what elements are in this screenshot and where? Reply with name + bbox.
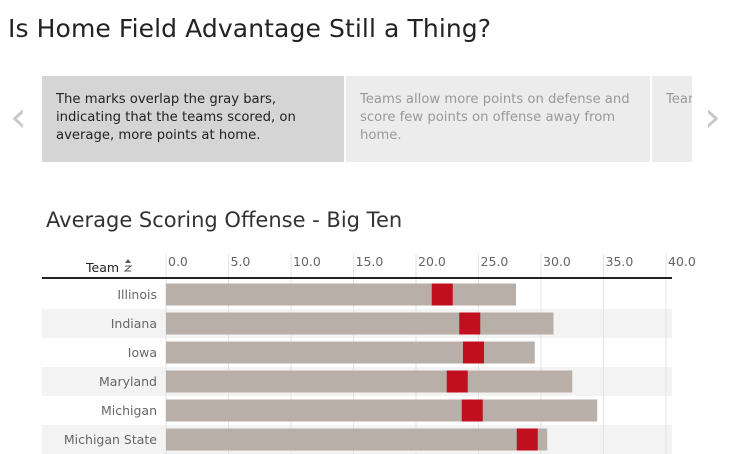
x-tick-label: 0.0 <box>168 254 188 269</box>
x-tick-label: 20.0 <box>418 254 446 269</box>
mark[interactable] <box>516 428 538 451</box>
category-label: Iowa <box>128 345 157 360</box>
category-label: Michigan <box>101 403 157 418</box>
scoring-offense-chart: 0.0 5.0 10.0 15.0 20.0 25.0 30.0 35.0 40.0 Team … <box>42 254 696 454</box>
story-point-1[interactable]: The marks overlap the gray bars, indicat… <box>42 76 344 162</box>
bar[interactable] <box>166 341 535 364</box>
x-tick-label: 30.0 <box>543 254 571 269</box>
x-tick-label: 10.0 <box>293 254 321 269</box>
bar[interactable] <box>166 428 548 451</box>
mark[interactable] <box>446 370 468 393</box>
x-tick-label: 5.0 <box>231 254 251 269</box>
x-tick-label: 25.0 <box>481 254 509 269</box>
chevron-left-icon[interactable]: ‹ <box>10 92 27 141</box>
category-label: Michigan State <box>64 432 157 447</box>
x-tick-label: 15.0 <box>356 254 384 269</box>
bar[interactable] <box>166 370 573 393</box>
bar[interactable] <box>166 312 554 335</box>
bars <box>166 283 598 451</box>
team-column-header[interactable]: Team <box>85 260 119 275</box>
category-labels: Illinois Indiana Iowa Maryland Michigan Michi… <box>64 287 157 447</box>
sort-ascending-icon[interactable] <box>123 259 133 272</box>
category-label: Indiana <box>111 316 157 331</box>
page-title: Is Home Field Advantage Still a Thing? <box>8 14 492 43</box>
mark[interactable] <box>461 399 483 422</box>
x-tick-label: 40.0 <box>668 254 696 269</box>
x-axis-ticks: 0.0 5.0 10.0 15.0 20.0 25.0 30.0 35.0 40.0 <box>168 254 696 269</box>
x-tick-label: 35.0 <box>606 254 634 269</box>
mark[interactable] <box>459 312 481 335</box>
category-label: Maryland <box>99 374 157 389</box>
story-point-2[interactable]: Teams allow more points on defense and s… <box>346 76 650 162</box>
chart-title: Average Scoring Offense - Big Ten <box>46 208 403 232</box>
story-point-2-text: Teams allow more points on defense and s… <box>360 92 630 143</box>
story-point-1-text: The marks overlap the gray bars, indicat… <box>56 92 296 143</box>
story-point-3-text: Team yard <box>666 92 692 107</box>
category-label: Illinois <box>117 287 157 302</box>
story-carousel: ‹ The marks overlap the gray bars, indic… <box>0 76 736 162</box>
chevron-right-icon[interactable]: › <box>704 92 721 141</box>
bar[interactable] <box>166 399 598 422</box>
mark[interactable] <box>463 341 484 364</box>
mark[interactable] <box>431 283 453 306</box>
bar[interactable] <box>166 283 516 306</box>
marks <box>431 283 538 451</box>
story-point-3[interactable]: Team yard <box>652 76 692 162</box>
